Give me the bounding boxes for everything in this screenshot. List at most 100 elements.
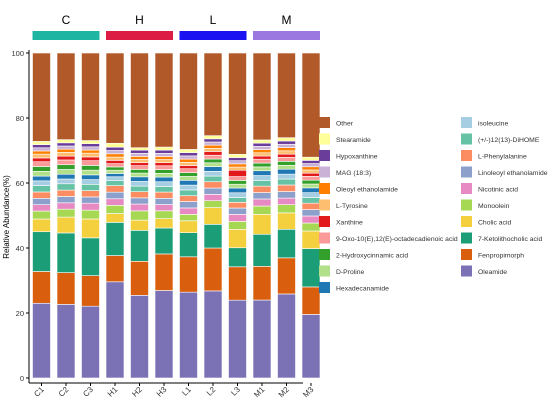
bar-segment [154,165,174,170]
bar-segment [252,175,272,181]
bar-segment [203,141,223,146]
bar-segment [154,146,174,151]
bar-segment [277,157,296,162]
bar-segment [277,153,296,158]
legend-swatch [461,199,472,211]
y-axis-label: Relative Abundance(%) [2,175,11,259]
bar-segment [56,232,76,273]
bar-segment [56,208,76,218]
legend-swatch [461,249,472,260]
bar-segment [105,191,125,200]
group-strip [179,31,247,40]
bar-segment [81,305,100,379]
bar-segment [301,230,321,249]
bar-segment [56,142,76,147]
bar-segment [203,151,223,156]
legend: Other Stearamide Hypoxanthine MAG (18:3) Ole… [319,117,548,293]
bar-segment [154,253,174,291]
bar-segment [203,147,223,152]
bar-segment [252,146,272,150]
bar-segment [105,150,125,155]
bar-segment [179,189,198,197]
bar-segment [81,52,100,141]
bar-segment [203,154,223,160]
bar-segment [301,192,321,198]
bar-segment [130,156,149,160]
bar-segment [56,178,76,185]
x-tick-label: M3 [301,385,316,400]
bar-segment [203,187,223,195]
bar-segment [252,192,272,200]
bar-segment [179,179,198,186]
bar-segment [56,183,76,191]
bar-segment [203,138,223,143]
bar-segment [105,176,125,182]
bar-segment [105,166,125,171]
bar-segment [277,150,296,155]
legend-swatch [461,232,472,244]
bar-segment [252,299,272,379]
legend-label: isoleucine [478,121,508,128]
bar-segment [277,184,296,192]
bar-segment [203,162,223,167]
bar-segment [228,202,247,209]
bar-segment [32,175,51,182]
bar-segment [179,158,198,163]
x-tick-label: M1 [252,385,267,400]
bar-segment [203,166,223,172]
bar-segment [56,155,76,161]
bar-segment [277,212,296,230]
bar-segment [277,293,296,379]
bar-segment [301,166,321,171]
bar-segment [228,180,247,185]
legend-swatch [319,199,330,211]
legend-label: Oleoyl ethanolamide [336,187,398,194]
bar-segment [154,153,174,157]
bar-segment [203,194,223,201]
bar-segment [105,52,125,144]
bar-segment [154,191,174,199]
bar-segment [179,165,198,170]
bar-segment [154,218,174,229]
bar-segment [81,146,100,151]
bar-segment [154,290,174,379]
bar-segment [301,176,321,181]
bar-segment [252,205,272,215]
legend-label: (+/-)12(13)-DiHOME [478,137,540,144]
bar-segment [81,143,100,148]
bar-segment [32,302,51,379]
bar-segment [154,169,174,174]
bar-segment [228,52,247,155]
bar-segment [56,189,76,197]
group-label: H [135,13,144,27]
legend-swatch [319,166,330,178]
bar-segment [252,180,272,187]
legend-label: Xanthine [336,220,363,227]
bar-segment [203,144,223,149]
bar-segment [252,142,272,147]
bar-segment [277,257,296,295]
legend-swatch [319,232,330,244]
bar-segment [130,159,149,163]
legend-swatch [319,183,330,194]
bar-segment [277,52,296,138]
bar-segment [277,147,296,152]
bar-segment [179,201,198,209]
bars [32,52,321,379]
bar-segment [56,152,76,157]
bar-segment [105,205,125,214]
bar-segment [252,198,272,207]
bar-segment [81,237,100,276]
bar-segment [228,183,247,189]
bar-segment [301,160,321,164]
bar-segment [203,158,223,164]
bar-segment [203,224,223,249]
bar-segment [81,196,100,204]
bar-segment [56,164,76,170]
bar-segment [56,139,76,144]
bar-segment [179,52,198,150]
bar-segment [105,255,125,283]
bar-segment [277,178,296,186]
bar-segment [301,215,321,224]
bar-segment [179,214,198,222]
